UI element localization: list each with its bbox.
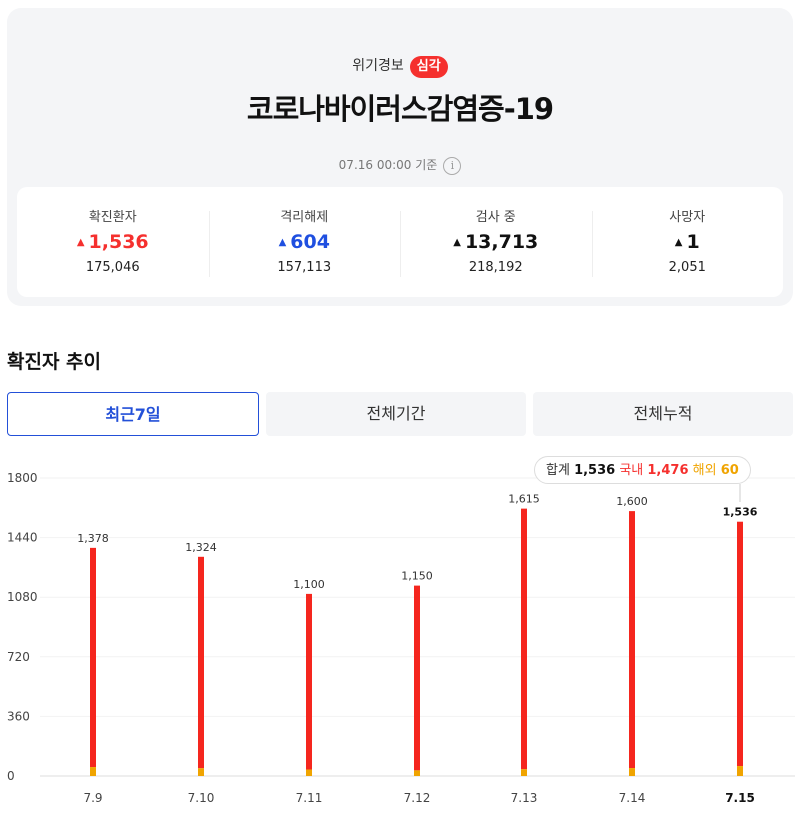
stat-label: 검사 중 <box>475 210 516 225</box>
bar-overseas <box>521 769 527 776</box>
stat-change: ▲ 1 <box>674 231 700 253</box>
bar-overseas <box>198 768 204 776</box>
stat-change: ▲ 1,536 <box>76 231 149 253</box>
data-label: 1,536 <box>723 506 758 519</box>
data-label: 1,615 <box>508 493 540 506</box>
timestamp-row: 07.16 00:00 기준 i <box>0 155 800 175</box>
bar-domestic <box>737 521 743 767</box>
data-label: 1,600 <box>616 495 648 508</box>
y-tick-label: 720 <box>7 650 30 664</box>
bar-domestic <box>306 593 312 770</box>
stats-box: 확진환자 ▲ 1,536 175,046 격리해제 ▲ 604 157,113 검사… <box>17 187 783 297</box>
stat-label: 확진환자 <box>88 210 137 225</box>
stat-label: 사망자 <box>669 210 706 225</box>
y-tick-label: 360 <box>7 709 30 723</box>
bar-overseas <box>629 768 635 776</box>
x-tick-label: 7.14 <box>619 791 646 805</box>
alert-level-badge: 심각 <box>409 56 448 78</box>
bar-overseas <box>90 767 96 776</box>
x-tick-label: 7.12 <box>404 791 431 805</box>
timestamp: 07.16 00:00 기준 <box>338 158 438 172</box>
tab-recent-7-days[interactable]: 최근7일 <box>7 392 259 436</box>
page-title: 코로나바이러스감염증-19 <box>246 92 554 126</box>
bar-domestic <box>629 511 635 769</box>
stat-total: 2,051 <box>668 260 706 275</box>
stat-deaths: 사망자 ▲ 1 2,051 <box>591 187 784 297</box>
data-label: 1,324 <box>185 541 217 554</box>
stat-total: 175,046 <box>85 260 140 275</box>
data-label: 1,150 <box>401 570 433 583</box>
alert-label: 위기경보 <box>352 58 404 74</box>
info-icon[interactable]: i <box>443 156 462 175</box>
data-label: 1,378 <box>77 532 109 545</box>
bar-overseas <box>737 766 743 776</box>
x-tick-label: 7.9 <box>83 791 102 805</box>
period-tabs: 최근7일 전체기간 전체누적 <box>7 392 793 436</box>
up-triangle-icon: ▲ <box>674 237 683 248</box>
bar-overseas <box>414 770 420 776</box>
bar-domestic <box>198 556 204 769</box>
alert-row: 위기경보 심각 <box>0 55 800 78</box>
stat-total: 157,113 <box>277 260 332 275</box>
bar-domestic <box>90 547 96 768</box>
x-tick-label: 7.10 <box>188 791 215 805</box>
stat-released: 격리해제 ▲ 604 157,113 <box>208 187 401 297</box>
confirmed-trend-chart: 0 360 720 1080 1440 1800 1,378 7.9 1,324 7.10 1,10… <box>7 471 795 805</box>
stat-label: 격리해제 <box>280 210 329 225</box>
stat-change: ▲ 604 <box>278 231 330 253</box>
x-tick-label: 7.15 <box>725 791 755 805</box>
x-tick-label: 7.13 <box>511 791 538 805</box>
up-triangle-icon: ▲ <box>76 237 85 248</box>
x-tick-label: 7.11 <box>296 791 323 805</box>
tab-cumulative[interactable]: 전체누적 <box>533 392 793 436</box>
up-triangle-icon: ▲ <box>453 237 461 248</box>
y-tick-label: 1800 <box>7 471 38 485</box>
stat-total: 218,192 <box>468 260 523 275</box>
y-tick-label: 1440 <box>7 531 38 545</box>
bar-domestic <box>414 585 420 771</box>
stat-testing: 검사 중 ▲ 13,713 218,192 <box>400 187 592 297</box>
data-label: 1,100 <box>293 578 325 591</box>
stat-change: ▲ 13,713 <box>453 231 539 253</box>
y-tick-label: 1080 <box>7 590 38 604</box>
bar-domestic <box>521 508 527 770</box>
stat-confirmed: 확진환자 ▲ 1,536 175,046 <box>17 187 209 297</box>
chart-tooltip: 합계 1,536 국내 1,476 해외 60 <box>534 456 751 484</box>
up-triangle-icon: ▲ <box>278 237 287 248</box>
tab-all-period[interactable]: 전체기간 <box>266 392 526 436</box>
bar-overseas <box>306 769 312 776</box>
section-title: 확진자 추이 <box>7 351 102 373</box>
y-tick-label: 0 <box>7 769 15 783</box>
